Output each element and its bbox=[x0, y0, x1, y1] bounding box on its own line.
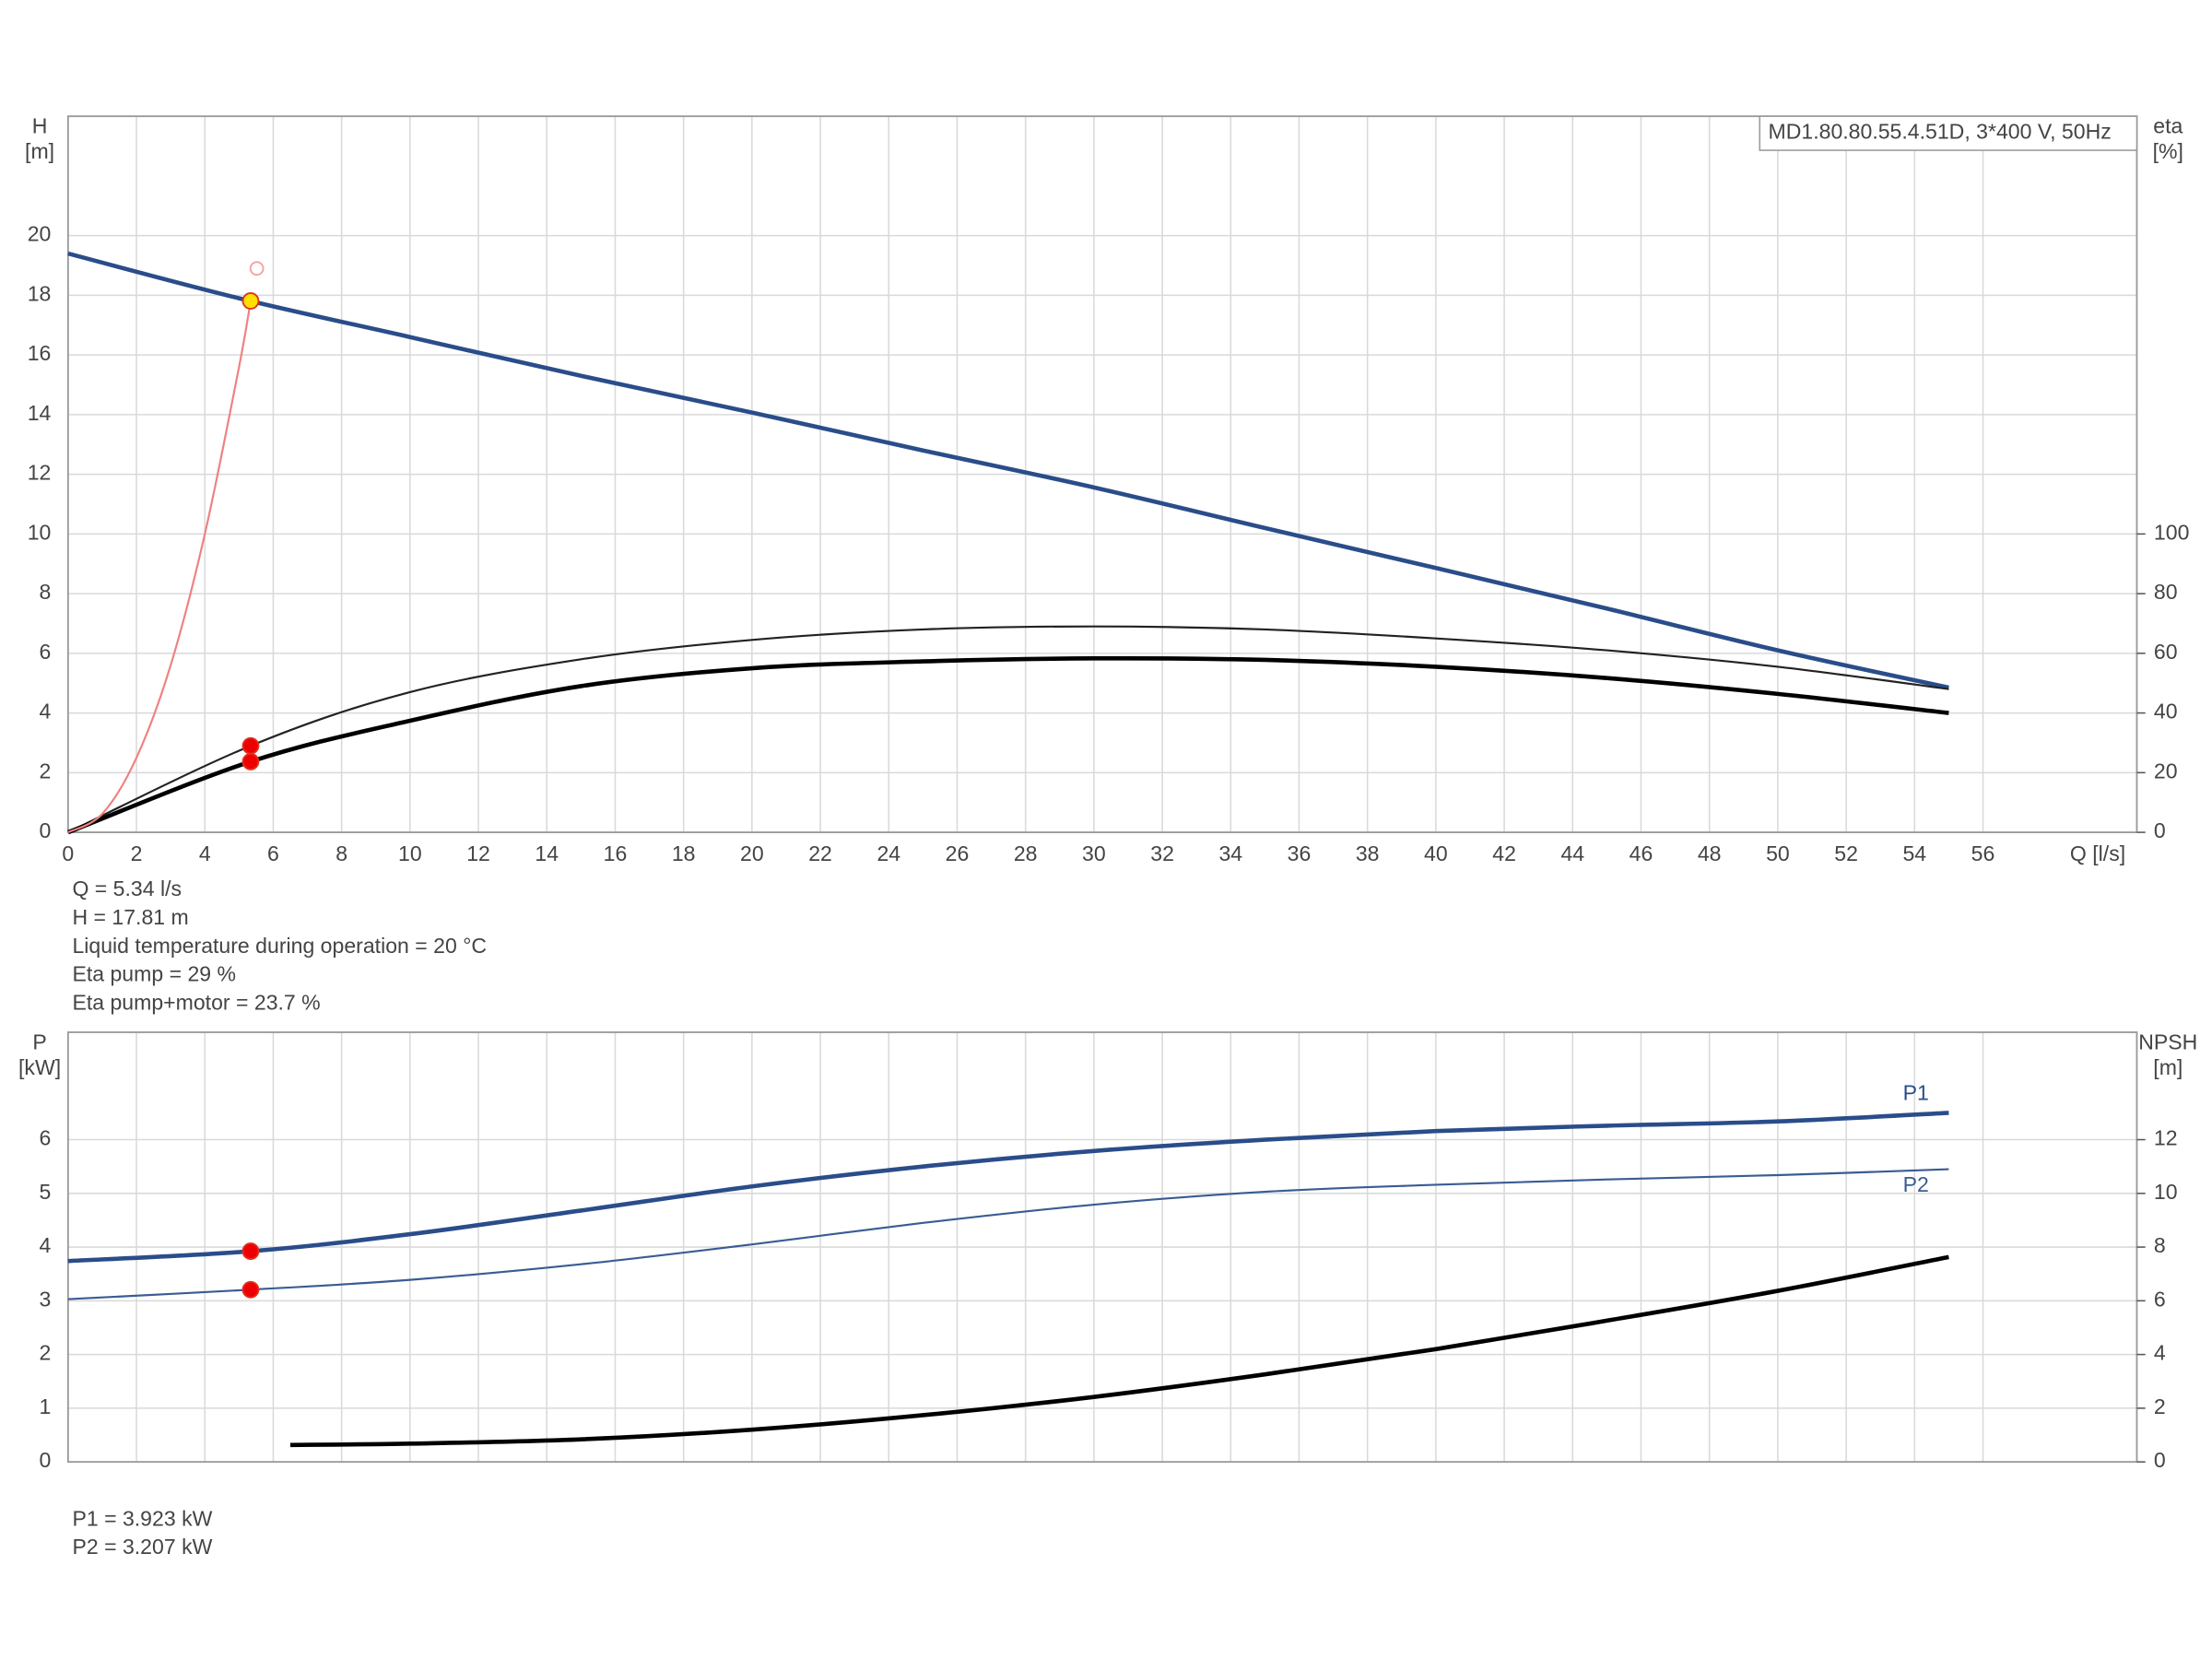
x-tick-label: 30 bbox=[1082, 841, 1106, 865]
x-tick-label: 46 bbox=[1630, 841, 1653, 865]
y2-tick-label: 10 bbox=[2154, 1180, 2178, 1204]
model-label: MD1.80.80.55.4.51D, 3*400 V, 50Hz bbox=[1769, 120, 2112, 144]
y-axis-label: H bbox=[32, 114, 48, 138]
y2-tick-label: 100 bbox=[2154, 520, 2189, 544]
x-tick-label: 28 bbox=[1014, 841, 1038, 865]
curve bbox=[67, 300, 253, 834]
y2-tick-label: 60 bbox=[2154, 640, 2178, 664]
y2-axis-label: NPSH bbox=[2138, 1030, 2197, 1053]
x-tick-label: 44 bbox=[1560, 841, 1584, 865]
operating-point bbox=[241, 1280, 260, 1299]
curve bbox=[67, 251, 1949, 690]
y-tick-label: 20 bbox=[28, 222, 52, 246]
y2-tick-label: 12 bbox=[2154, 1126, 2178, 1150]
x-tick-label: 4 bbox=[199, 841, 211, 865]
y2-tick-label: 6 bbox=[2154, 1287, 2166, 1311]
y-tick-label: 6 bbox=[40, 1126, 52, 1150]
y-tick-label: 18 bbox=[28, 281, 52, 305]
y2-tick-label: 0 bbox=[2154, 1448, 2166, 1472]
y2-axis-unit: [%] bbox=[2153, 139, 2183, 163]
y-tick-label: 0 bbox=[40, 818, 52, 842]
x-tick-label: 48 bbox=[1698, 841, 1722, 865]
x-tick-label: 18 bbox=[672, 841, 696, 865]
y2-tick-label: 2 bbox=[2154, 1394, 2166, 1418]
x-tick-label: 14 bbox=[535, 841, 559, 865]
x-tick-label: 22 bbox=[808, 841, 832, 865]
curve bbox=[67, 1111, 1949, 1264]
x-tick-label: 12 bbox=[466, 841, 490, 865]
y-tick-label: 6 bbox=[40, 640, 52, 664]
y-tick-label: 4 bbox=[40, 1233, 52, 1257]
x-tick-label: 0 bbox=[62, 841, 74, 865]
y2-tick-label: 0 bbox=[2154, 818, 2166, 842]
y2-tick-label: 4 bbox=[2154, 1341, 2166, 1365]
x-tick-label: 10 bbox=[398, 841, 422, 865]
y-tick-label: 4 bbox=[40, 700, 52, 724]
info-text: Eta pump = 29 % bbox=[72, 962, 236, 986]
curve-label: P2 bbox=[1903, 1172, 1929, 1196]
curve bbox=[289, 1254, 1949, 1448]
x-tick-label: 56 bbox=[1971, 841, 1995, 865]
y-tick-label: 12 bbox=[28, 461, 52, 485]
x-tick-label: 38 bbox=[1356, 841, 1380, 865]
y-tick-label: 5 bbox=[40, 1180, 52, 1204]
y2-axis-label: eta bbox=[2153, 114, 2183, 138]
y2-axis-unit: [m] bbox=[2153, 1055, 2183, 1079]
y2-tick-label: 20 bbox=[2154, 759, 2178, 782]
y-tick-label: 14 bbox=[28, 401, 52, 425]
info-text: Eta pump+motor = 23.7 % bbox=[72, 990, 320, 1014]
plot-frame bbox=[66, 115, 2138, 833]
y-tick-label: 2 bbox=[40, 1341, 52, 1365]
operating-point bbox=[241, 752, 260, 771]
y-tick-label: 0 bbox=[40, 1448, 52, 1472]
x-tick-label: 8 bbox=[335, 841, 347, 865]
x-tick-label: 42 bbox=[1492, 841, 1516, 865]
x-tick-label: 32 bbox=[1150, 841, 1174, 865]
x-tick-label: 2 bbox=[131, 841, 143, 865]
y-tick-label: 2 bbox=[40, 759, 52, 782]
x-axis-label: Q [l/s] bbox=[2070, 841, 2125, 865]
x-tick-label: 20 bbox=[740, 841, 764, 865]
y-tick-label: 1 bbox=[40, 1394, 52, 1418]
operating-point bbox=[249, 261, 265, 276]
curve bbox=[67, 655, 1949, 835]
info-text: Q = 5.34 l/s bbox=[72, 877, 182, 900]
x-tick-label: 36 bbox=[1288, 841, 1312, 865]
y2-tick-label: 40 bbox=[2154, 700, 2178, 724]
x-tick-label: 34 bbox=[1218, 841, 1242, 865]
y-tick-label: 10 bbox=[28, 520, 52, 544]
y-tick-label: 8 bbox=[40, 580, 52, 604]
operating-point bbox=[241, 1242, 260, 1260]
x-tick-label: 16 bbox=[604, 841, 628, 865]
info-text: H = 17.81 m bbox=[72, 905, 188, 929]
model-box bbox=[1759, 115, 2138, 151]
x-tick-label: 6 bbox=[267, 841, 279, 865]
x-tick-label: 52 bbox=[1834, 841, 1858, 865]
curve-label: P1 bbox=[1903, 1080, 1929, 1104]
operating-point bbox=[241, 292, 260, 310]
y-axis-unit: [m] bbox=[25, 139, 54, 163]
y-tick-label: 16 bbox=[28, 341, 52, 365]
y-tick-label: 3 bbox=[40, 1287, 52, 1311]
y2-tick-label: 80 bbox=[2154, 580, 2178, 604]
y2-tick-label: 8 bbox=[2154, 1233, 2166, 1257]
x-tick-label: 24 bbox=[877, 841, 900, 865]
x-tick-label: 54 bbox=[1902, 841, 1926, 865]
y-axis-label: P bbox=[32, 1030, 46, 1053]
info-text: P1 = 3.923 kW bbox=[72, 1506, 212, 1530]
x-tick-label: 26 bbox=[946, 841, 970, 865]
x-tick-label: 50 bbox=[1766, 841, 1790, 865]
x-tick-label: 40 bbox=[1424, 841, 1448, 865]
curve bbox=[67, 625, 1949, 834]
y-axis-unit: [kW] bbox=[18, 1055, 61, 1079]
info-text: Liquid temperature during operation = 20… bbox=[72, 934, 487, 958]
plot-frame bbox=[66, 1031, 2138, 1464]
info-text: P2 = 3.207 kW bbox=[72, 1535, 212, 1559]
curve bbox=[67, 1168, 1949, 1300]
operating-point bbox=[241, 736, 260, 755]
